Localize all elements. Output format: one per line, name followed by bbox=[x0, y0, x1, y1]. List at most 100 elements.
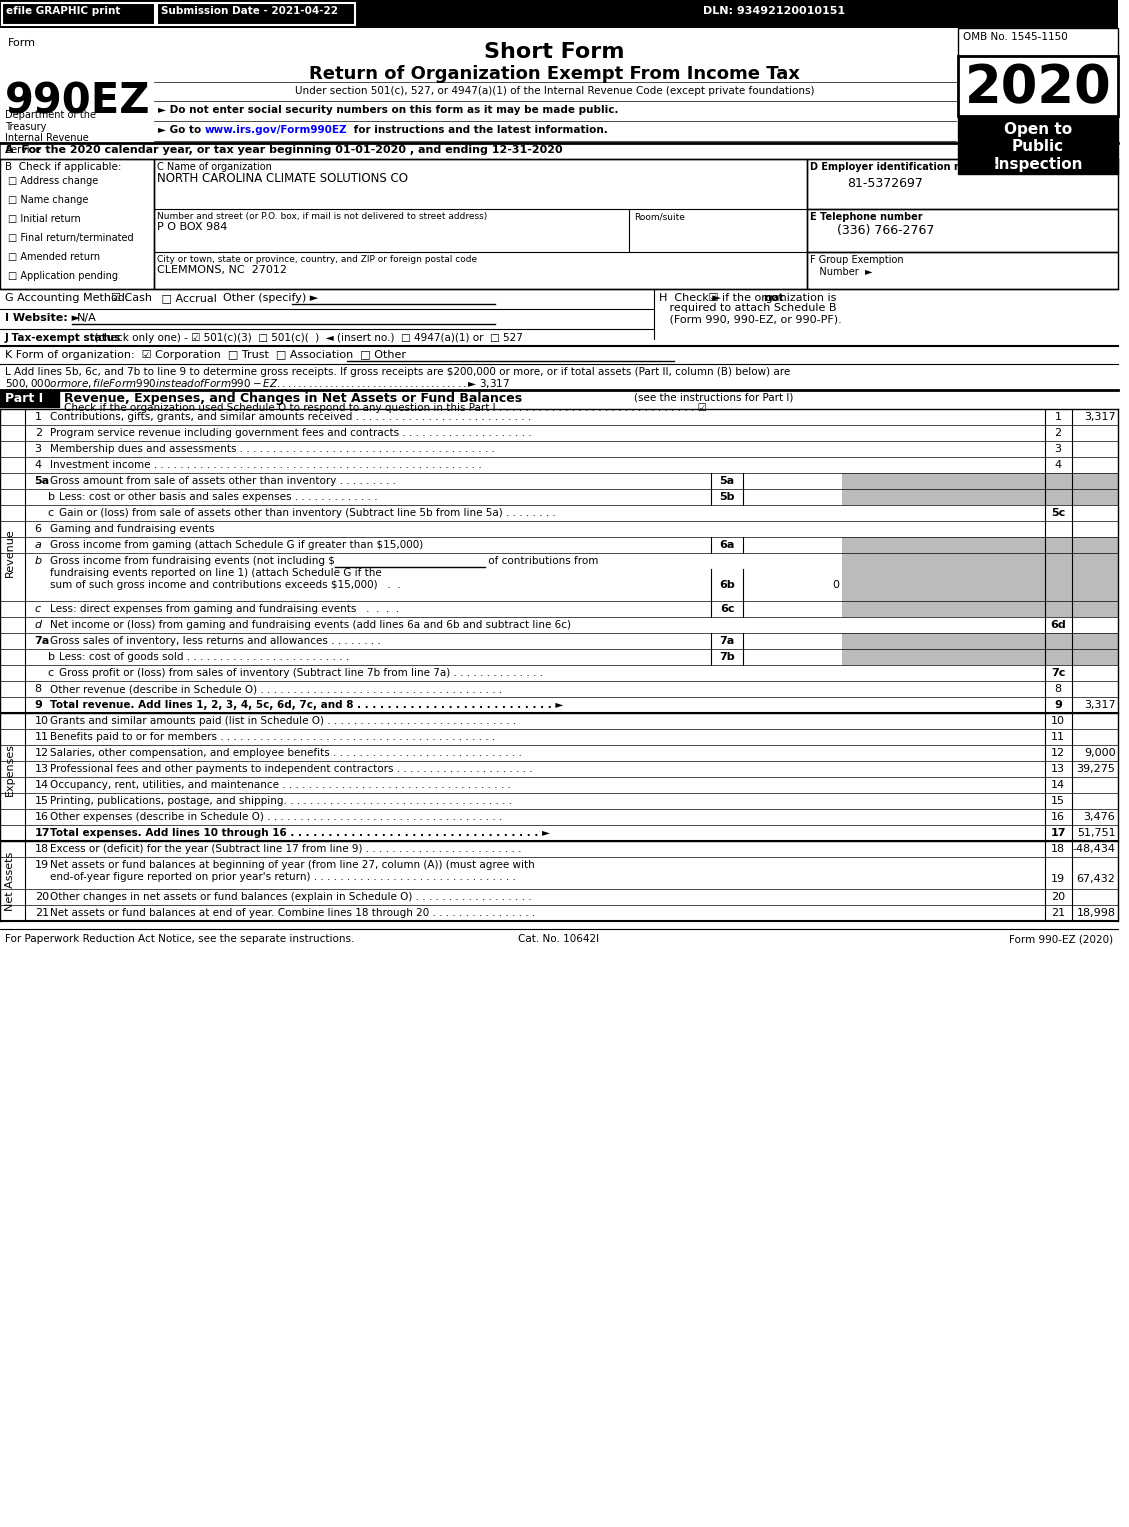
Bar bbox=[842, 602, 1119, 617]
Bar bbox=[842, 473, 1119, 489]
Text: 12: 12 bbox=[35, 748, 49, 757]
Text: Room/suite: Room/suite bbox=[634, 212, 685, 221]
Bar bbox=[154, 159, 807, 289]
Text: 7a: 7a bbox=[719, 637, 735, 646]
Text: 18,998: 18,998 bbox=[1076, 909, 1115, 918]
Text: end-of-year figure reported on prior year's return) . . . . . . . . . . . . . . : end-of-year figure reported on prior yea… bbox=[50, 872, 516, 883]
Text: (336) 766-2767: (336) 766-2767 bbox=[837, 224, 935, 237]
Text: required to attach Schedule B
   (Form 990, 990-EZ, or 990-PF).: required to attach Schedule B (Form 990,… bbox=[658, 302, 841, 325]
Text: Cat. No. 10642I: Cat. No. 10642I bbox=[518, 935, 599, 944]
Text: Part I: Part I bbox=[5, 392, 43, 405]
Text: Gross income from gaming (attach Schedule G if greater than $15,000): Gross income from gaming (attach Schedul… bbox=[50, 541, 422, 550]
Text: 15: 15 bbox=[1051, 796, 1065, 806]
Bar bbox=[842, 649, 1119, 664]
Text: 7a: 7a bbox=[35, 637, 50, 646]
Text: Open to
Public
Inspection: Open to Public Inspection bbox=[994, 122, 1083, 173]
Text: 2020: 2020 bbox=[965, 63, 1112, 115]
Bar bbox=[957, 116, 1119, 174]
Text: 14: 14 bbox=[35, 780, 49, 789]
Text: ► Do not enter social security numbers on this form as it may be made public.: ► Do not enter social security numbers o… bbox=[158, 105, 619, 115]
Text: Form 990-EZ (2020): Form 990-EZ (2020) bbox=[1009, 935, 1113, 944]
Text: Gross amount from sale of assets other than inventory . . . . . . . . .: Gross amount from sale of assets other t… bbox=[50, 476, 395, 486]
Text: I Website: ►: I Website: ► bbox=[5, 313, 80, 324]
Text: Occupancy, rent, utilities, and maintenance . . . . . . . . . . . . . . . . . . : Occupancy, rent, utilities, and maintena… bbox=[50, 780, 510, 789]
Text: (check only one) - ☑ 501(c)(3)  □ 501(c)(  )  ◄ (insert no.)  □ 4947(a)(1) or  □: (check only one) - ☑ 501(c)(3) □ 501(c)(… bbox=[91, 333, 523, 344]
Text: Under section 501(c), 527, or 4947(a)(1) of the Internal Revenue Code (except pr: Under section 501(c), 527, or 4947(a)(1)… bbox=[295, 86, 814, 96]
Text: 13: 13 bbox=[35, 764, 49, 774]
Text: Return of Organization Exempt From Income Tax: Return of Organization Exempt From Incom… bbox=[309, 66, 800, 82]
Text: sum of such gross income and contributions exceeds $15,000)   .  .: sum of such gross income and contributio… bbox=[50, 580, 400, 589]
Text: CLEMMONS, NC  27012: CLEMMONS, NC 27012 bbox=[157, 266, 287, 275]
Text: Total revenue. Add lines 1, 2, 3, 4, 5c, 6d, 7c, and 8 . . . . . . . . . . . . .: Total revenue. Add lines 1, 2, 3, 4, 5c,… bbox=[50, 699, 563, 710]
Text: 2: 2 bbox=[1054, 428, 1061, 438]
Text: 6: 6 bbox=[35, 524, 42, 534]
Text: Expenses: Expenses bbox=[5, 742, 15, 796]
Text: A  For the 2020 calendar year, or tax year beginning 01-01-2020 , and ending 12-: A For the 2020 calendar year, or tax yea… bbox=[5, 145, 562, 156]
Text: 17: 17 bbox=[35, 828, 50, 838]
Text: www.irs.gov/Form990EZ: www.irs.gov/Form990EZ bbox=[205, 125, 348, 134]
Text: 5b: 5b bbox=[719, 492, 735, 502]
Text: L Add lines 5b, 6c, and 7b to line 9 to determine gross receipts. If gross recei: L Add lines 5b, 6c, and 7b to line 9 to … bbox=[5, 366, 790, 377]
Bar bbox=[842, 553, 1119, 602]
Text: Revenue, Expenses, and Changes in Net Assets or Fund Balances: Revenue, Expenses, and Changes in Net As… bbox=[64, 392, 523, 405]
Bar bbox=[0, 0, 1119, 27]
Text: Submission Date - 2021-04-22: Submission Date - 2021-04-22 bbox=[161, 6, 339, 15]
Text: 17: 17 bbox=[1050, 828, 1066, 838]
Bar bbox=[957, 56, 1119, 116]
Bar bbox=[957, 27, 1119, 56]
Text: 19: 19 bbox=[35, 860, 49, 870]
Text: 81-5372697: 81-5372697 bbox=[847, 177, 922, 189]
Text: 21: 21 bbox=[1051, 909, 1065, 918]
Text: 6b: 6b bbox=[719, 580, 735, 589]
Text: Grants and similar amounts paid (list in Schedule O) . . . . . . . . . . . . . .: Grants and similar amounts paid (list in… bbox=[50, 716, 516, 725]
Text: 3,476: 3,476 bbox=[1084, 812, 1115, 822]
Text: Printing, publications, postage, and shipping. . . . . . . . . . . . . . . . . .: Printing, publications, postage, and shi… bbox=[50, 796, 511, 806]
Text: □ Final return/terminated: □ Final return/terminated bbox=[8, 234, 133, 243]
Bar bbox=[1071, 649, 1119, 664]
Text: Number and street (or P.O. box, if mail is not delivered to street address): Number and street (or P.O. box, if mail … bbox=[157, 212, 487, 221]
Text: □ Name change: □ Name change bbox=[8, 195, 88, 205]
Text: 3: 3 bbox=[35, 444, 42, 454]
Text: Other revenue (describe in Schedule O) . . . . . . . . . . . . . . . . . . . . .: Other revenue (describe in Schedule O) .… bbox=[50, 684, 501, 693]
Text: H  Check ►: H Check ► bbox=[658, 293, 720, 302]
Text: 16: 16 bbox=[1051, 812, 1065, 822]
Text: ☑ if the organization is: ☑ if the organization is bbox=[706, 293, 840, 302]
Text: Other expenses (describe in Schedule O) . . . . . . . . . . . . . . . . . . . . : Other expenses (describe in Schedule O) … bbox=[50, 812, 502, 822]
Text: b: b bbox=[47, 492, 54, 502]
Text: 7b: 7b bbox=[719, 652, 735, 663]
Bar bbox=[157, 3, 355, 24]
Text: NORTH CAROLINA CLIMATE SOLUTIONS CO: NORTH CAROLINA CLIMATE SOLUTIONS CO bbox=[157, 173, 408, 185]
Text: 5a: 5a bbox=[719, 476, 735, 486]
Text: Contributions, gifts, grants, and similar amounts received . . . . . . . . . . .: Contributions, gifts, grants, and simila… bbox=[50, 412, 531, 421]
Text: 11: 11 bbox=[35, 731, 49, 742]
Text: 6d: 6d bbox=[1050, 620, 1066, 631]
Text: C Name of organization: C Name of organization bbox=[157, 162, 271, 173]
Text: 12: 12 bbox=[1051, 748, 1065, 757]
Text: 7c: 7c bbox=[1051, 667, 1065, 678]
Bar bbox=[0, 159, 154, 289]
Text: c: c bbox=[47, 667, 54, 678]
Text: Membership dues and assessments . . . . . . . . . . . . . . . . . . . . . . . . : Membership dues and assessments . . . . … bbox=[50, 444, 495, 454]
Text: 6a: 6a bbox=[719, 541, 735, 550]
Text: OMB No. 1545-1150: OMB No. 1545-1150 bbox=[963, 32, 1068, 43]
Text: c: c bbox=[47, 508, 54, 518]
Text: 3: 3 bbox=[1054, 444, 1061, 454]
Text: ► Go to: ► Go to bbox=[158, 125, 205, 134]
Text: d: d bbox=[35, 620, 42, 631]
Bar bbox=[842, 634, 1119, 649]
Text: Net Assets: Net Assets bbox=[5, 852, 15, 910]
Bar bbox=[842, 538, 1119, 553]
Text: □ Address change: □ Address change bbox=[8, 176, 98, 186]
Text: 18: 18 bbox=[1051, 844, 1065, 854]
Text: for instructions and the latest information.: for instructions and the latest informat… bbox=[350, 125, 607, 134]
Text: 20: 20 bbox=[1051, 892, 1065, 902]
Text: 2: 2 bbox=[35, 428, 42, 438]
Text: Net assets or fund balances at end of year. Combine lines 18 through 20 . . . . : Net assets or fund balances at end of ye… bbox=[50, 909, 535, 918]
Text: P O BOX 984: P O BOX 984 bbox=[157, 221, 227, 232]
Text: 67,432: 67,432 bbox=[1077, 873, 1115, 884]
Text: For Paperwork Reduction Act Notice, see the separate instructions.: For Paperwork Reduction Act Notice, see … bbox=[5, 935, 355, 944]
Bar bbox=[1071, 538, 1119, 553]
Text: □ Accrual: □ Accrual bbox=[158, 293, 218, 302]
Text: 19: 19 bbox=[1051, 873, 1065, 884]
Text: 990EZ: 990EZ bbox=[5, 79, 150, 122]
